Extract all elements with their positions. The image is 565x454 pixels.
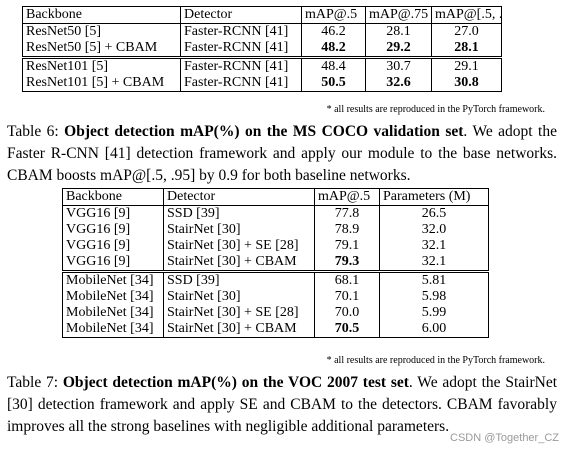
table-cell: mAP@[.5, .95] bbox=[431, 6, 502, 24]
table-cell: MobileNet [34] bbox=[62, 321, 164, 338]
table-row: VGG16 [9] StairNet [30] 78.9 32.0 bbox=[62, 222, 489, 238]
caption: Table 6: Object detection mAP(%) on the … bbox=[7, 121, 557, 187]
watermark: CSDN @Together_CZ bbox=[450, 432, 559, 444]
table-cell: StairNet [30] bbox=[163, 222, 315, 238]
table-cell: Faster-RCNN [41] bbox=[180, 23, 302, 40]
table-cell: StairNet [30] + CBAM bbox=[163, 254, 315, 272]
table-cell: 28.1 bbox=[365, 23, 432, 40]
table-row: MobileNet [34] StairNet [30] 70.1 5.98 bbox=[62, 289, 489, 305]
table-cell: 28.1 bbox=[431, 40, 502, 58]
table-cell: 5.98 bbox=[379, 289, 489, 305]
table-cell: mAP@.5 bbox=[314, 188, 380, 206]
table-cell: MobileNet [34] bbox=[62, 289, 164, 305]
caption-title: Object detection mAP(%) on the VOC 2007 … bbox=[62, 374, 409, 391]
table-cell: MobileNet [34] bbox=[62, 270, 164, 289]
table-cell: 5.81 bbox=[379, 270, 489, 289]
header-row: Backbone Detector mAP@.5 Parameters (M) bbox=[62, 188, 489, 206]
table-cell: Detector bbox=[180, 6, 302, 24]
table-cell: 78.9 bbox=[314, 222, 380, 238]
table-cell: mAP@.5 bbox=[301, 6, 366, 24]
table-cell: StairNet [30] + CBAM bbox=[163, 321, 315, 338]
table-row: ResNet50 [5] + CBAM Faster-RCNN [41] 48.2 2… bbox=[22, 40, 502, 58]
table-7: Backbone Detector mAP@.5 Parameters (M) VGG1… bbox=[62, 188, 489, 338]
table-cell: ResNet50 [5] + CBAM bbox=[22, 40, 181, 58]
table-cell: 77.8 bbox=[314, 205, 380, 222]
table-cell: 48.2 bbox=[301, 40, 366, 58]
table-cell: Faster-RCNN [41] bbox=[180, 75, 302, 92]
footnote: * all results are reproduced in the PyTo… bbox=[326, 104, 545, 115]
table-cell: VGG16 [9] bbox=[62, 254, 164, 272]
table-cell: SSD [39] bbox=[163, 270, 315, 289]
table-cell: 48.4 bbox=[301, 56, 366, 75]
table-cell: ResNet101 [5] bbox=[22, 56, 181, 75]
caption-text: . We adopt the Faster R-CNN [41] detecti… bbox=[7, 123, 557, 184]
table-cell: 29.1 bbox=[431, 56, 502, 75]
table-row: VGG16 [9] StairNet [30] + CBAM 79.3 32.1 bbox=[62, 254, 489, 272]
footnote: * all results are reproduced in the PyTo… bbox=[326, 355, 545, 366]
table-row: VGG16 [9] SSD [39] 77.8 26.5 bbox=[62, 205, 489, 222]
table-cell: Parameters (M) bbox=[379, 188, 489, 206]
table-row: MobileNet [34] StairNet [30] + CBAM 70.5 6.… bbox=[62, 321, 489, 338]
table-cell: ResNet101 [5] + CBAM bbox=[22, 75, 181, 92]
table-cell: 70.5 bbox=[314, 321, 380, 338]
table-cell: Backbone bbox=[62, 188, 164, 206]
table-cell: 79.1 bbox=[314, 238, 380, 254]
table-cell: StairNet [30] bbox=[163, 289, 315, 305]
table-cell: ResNet50 [5] bbox=[22, 23, 181, 40]
table-cell: Faster-RCNN [41] bbox=[180, 56, 302, 75]
caption-title: Object detection mAP(%) on the MS COCO v… bbox=[64, 123, 464, 140]
table-cell: Faster-RCNN [41] bbox=[180, 40, 302, 58]
table-cell: 30.7 bbox=[365, 56, 432, 75]
table-cell: 26.5 bbox=[379, 205, 489, 222]
table-cell: 32.0 bbox=[379, 222, 489, 238]
table-cell: 32.1 bbox=[379, 238, 489, 254]
table-row: MobileNet [34] SSD [39] 68.1 5.81 bbox=[62, 270, 489, 289]
table-cell: 70.0 bbox=[314, 305, 380, 321]
table-row: ResNet50 [5] Faster-RCNN [41] 46.2 28.1 27.0 bbox=[22, 23, 502, 40]
table-cell: SSD [39] bbox=[163, 205, 315, 222]
table-cell: 5.99 bbox=[379, 305, 489, 321]
table-cell: 32.1 bbox=[379, 254, 489, 272]
caption-text: . We adopt the StairNet [30] detection f… bbox=[7, 374, 558, 435]
caption-label: Table 6: bbox=[7, 123, 59, 140]
table-cell: 32.6 bbox=[365, 75, 432, 92]
caption-label: Table 7: bbox=[7, 374, 59, 391]
table-cell: VGG16 [9] bbox=[62, 238, 164, 254]
table-cell: Detector bbox=[163, 188, 315, 206]
table-row: VGG16 [9] StairNet [30] + SE [28] 79.1 32.1 bbox=[62, 238, 489, 254]
table-row: ResNet101 [5] Faster-RCNN [41] 48.4 30.7 29.… bbox=[22, 56, 502, 75]
table-cell: VGG16 [9] bbox=[62, 222, 164, 238]
table-cell: 29.2 bbox=[365, 40, 432, 58]
table-cell: MobileNet [34] bbox=[62, 305, 164, 321]
table-cell: Backbone bbox=[22, 6, 181, 24]
table-cell: 46.2 bbox=[301, 23, 366, 40]
table-cell: 27.0 bbox=[431, 23, 502, 40]
table-cell: 68.1 bbox=[314, 270, 380, 289]
table-cell: StairNet [30] + SE [28] bbox=[163, 238, 315, 254]
table-cell: 30.8 bbox=[431, 75, 502, 92]
table-row: MobileNet [34] StairNet [30] + SE [28] 70.… bbox=[62, 305, 489, 321]
table-cell: VGG16 [9] bbox=[62, 205, 164, 222]
caption: Table 7: Object detection mAP(%) on the … bbox=[7, 372, 557, 438]
table-cell: 70.1 bbox=[314, 289, 380, 305]
table-cell: 79.3 bbox=[314, 254, 380, 272]
table-cell: mAP@.75 bbox=[365, 6, 432, 24]
table-cell: StairNet [30] + SE [28] bbox=[163, 305, 315, 321]
table-cell: 6.00 bbox=[379, 321, 489, 338]
table-cell: 50.5 bbox=[301, 75, 366, 92]
table-row: ResNet101 [5] + CBAM Faster-RCNN [41] 50.5… bbox=[22, 75, 502, 92]
